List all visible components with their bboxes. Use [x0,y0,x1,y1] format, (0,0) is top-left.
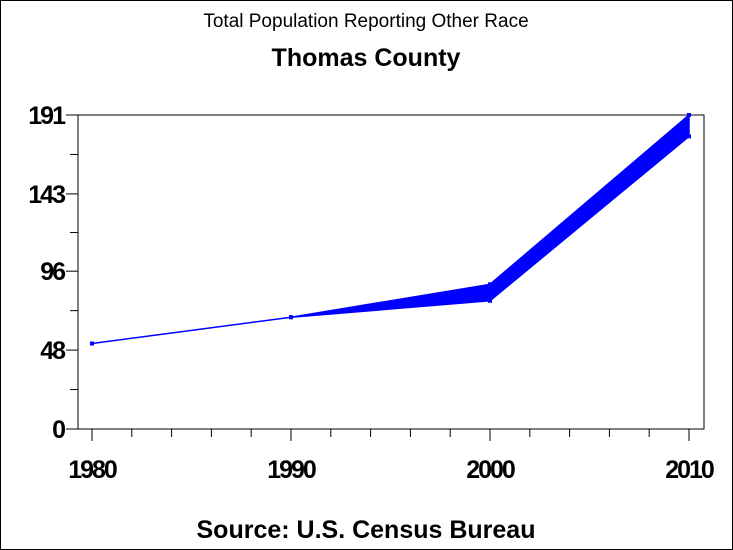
data-point-lower [687,134,691,139]
y-tick-label: 96 [40,258,65,286]
x-tick-label: 2000 [466,456,515,484]
y-tick-label: 0 [52,416,65,444]
x-tick-label: 2010 [665,456,714,484]
chart-footnote: Source: U.S. Census Bureau [197,516,536,544]
series-band [91,114,690,345]
y-tick-label: 48 [40,337,66,365]
data-point-lower [90,341,94,346]
x-tick-label: 1980 [68,456,117,484]
y-tick-label: 191 [28,102,66,130]
y-tick-label: 143 [28,181,65,209]
chart-subtitle: Thomas County [272,44,461,72]
plot-area [77,114,705,430]
data-point-lower [488,298,492,303]
chart-title: Total Population Reporting Other Race [203,11,528,32]
data-point-lower [289,315,293,320]
x-tick-label: 1990 [267,456,316,484]
data-point-upper [488,282,492,287]
data-point-upper [687,113,691,117]
